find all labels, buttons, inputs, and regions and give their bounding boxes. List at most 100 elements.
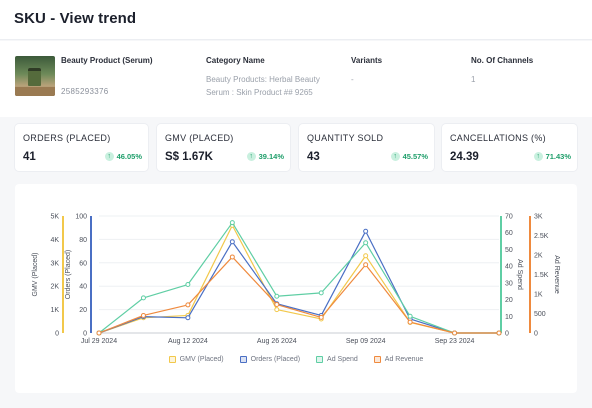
data-point	[229, 254, 235, 260]
data-point	[140, 312, 146, 318]
arrow-up-icon: ↑	[533, 152, 543, 161]
y-tick-label: 1K	[534, 292, 543, 299]
kpi-card-quantity: QUANTITY SOLD 43 ↑ 45.57%	[299, 124, 434, 171]
data-point	[274, 293, 280, 299]
kpi-label: QUANTITY SOLD	[307, 133, 384, 143]
x-tick-label: Sep 09 2024	[346, 338, 386, 345]
kpi-value: S$ 1.67K	[165, 151, 213, 163]
y-tick-label: 20	[505, 297, 513, 304]
data-point	[185, 282, 191, 288]
data-point	[407, 313, 413, 319]
kpi-value: 41	[23, 151, 36, 163]
x-tick-label: Sep 23 2024	[435, 338, 475, 345]
series-line	[98, 256, 499, 334]
product-info-panel: Beauty Product (Serum) 2585293376 Catego…	[0, 41, 592, 117]
kpi-change-value: 71.43%	[545, 152, 571, 161]
y-tick-label: 20	[79, 307, 87, 314]
trend-chart-card: 0 1K 2K 3K 4K 5K GMV (Placed) 0 20 40 60 80 100 Order…	[15, 184, 577, 393]
axis-title: GMV (Placed)	[32, 253, 39, 297]
kpi-label: GMV (PLACED)	[165, 133, 234, 143]
y-tick-label: 40	[505, 264, 513, 271]
y-tick-label: 40	[79, 284, 87, 291]
category-header: Category Name	[206, 56, 265, 65]
y-tick-label: 4K	[50, 237, 59, 244]
x-tick-label: Jul 29 2024	[81, 338, 117, 345]
data-point	[407, 319, 413, 325]
kpi-card-orders: ORDERS (PLACED) 41 ↑ 46.05%	[15, 124, 148, 171]
axis-title: Orders (Placed)	[65, 250, 72, 299]
data-point	[96, 330, 102, 336]
data-point	[318, 290, 324, 296]
y-tick-label: 3K	[534, 214, 543, 221]
data-point	[496, 330, 502, 336]
y-tick-label: 1K	[50, 307, 59, 314]
product-id: 2585293376	[61, 87, 109, 96]
kpi-change: ↑ 39.14%	[246, 152, 284, 161]
y-tick-label: 10	[505, 314, 513, 321]
kpi-change: ↑ 45.57%	[390, 152, 428, 161]
y-tick-label: 0	[534, 331, 538, 338]
kpi-change-value: 39.14%	[258, 152, 284, 161]
y-tick-label: 60	[505, 230, 513, 237]
y-tick-label: 80	[79, 237, 87, 244]
data-point	[185, 302, 191, 308]
legend-label: Ad Revenue	[384, 356, 424, 363]
variants-header: Variants	[351, 56, 383, 65]
y-tick-label: 0	[505, 331, 509, 338]
thumbnail-base	[15, 87, 55, 96]
variants-value: -	[351, 75, 354, 84]
y-tick-label: 70	[505, 214, 513, 221]
kpi-value: 24.39	[450, 151, 479, 163]
channels-value: 1	[471, 75, 476, 84]
jar-icon	[28, 68, 41, 86]
kpi-label: ORDERS (PLACED)	[23, 133, 111, 143]
chart-legend: GMV (Placed) Orders (Placed) Ad Spend Ad…	[15, 356, 577, 363]
data-point	[185, 315, 191, 321]
y-tick-label: 30	[505, 280, 513, 287]
legend-item-ad-spend[interactable]: Ad Spend	[316, 356, 358, 363]
kpi-change: ↑ 71.43%	[533, 152, 571, 161]
arrow-up-icon: ↑	[104, 152, 114, 161]
data-point	[363, 262, 369, 268]
legend-swatch	[239, 356, 247, 363]
kpi-change-value: 46.05%	[116, 152, 142, 161]
y-tick-label: 3K	[50, 260, 59, 267]
y-tick-label: 0	[83, 331, 87, 338]
legend-label: GMV (Placed)	[179, 356, 224, 363]
x-tick-label: Aug 26 2024	[257, 338, 297, 345]
product-name: Beauty Product (Serum)	[61, 56, 153, 65]
y-tick-label: 2K	[50, 284, 59, 291]
legend-item-ad-revenue[interactable]: Ad Revenue	[373, 356, 424, 363]
y-tick-label: 100	[75, 214, 87, 221]
legend-label: Orders (Placed)	[250, 356, 301, 363]
legend-item-gmv[interactable]: GMV (Placed)	[168, 356, 224, 363]
data-point	[452, 330, 458, 336]
axis-title: Ad Spend	[516, 259, 523, 290]
axis-title: Ad Revenue	[553, 255, 560, 294]
channels-header: No. Of Channels	[471, 56, 534, 65]
kpi-change: ↑ 46.05%	[104, 152, 142, 161]
kpi-card-gmv: GMV (PLACED) S$ 1.67K ↑ 39.14%	[157, 124, 290, 171]
header-bar: SKU - View trend	[0, 0, 592, 40]
arrow-up-icon: ↑	[246, 152, 256, 161]
y-tick-label: 5K	[50, 214, 59, 221]
y-tick-label: 50	[505, 247, 513, 254]
legend-item-orders[interactable]: Orders (Placed)	[239, 356, 301, 363]
data-point	[274, 302, 280, 308]
data-point	[318, 314, 324, 320]
kpi-card-cancellations: CANCELLATIONS (%) 24.39 ↑ 71.43%	[442, 124, 577, 171]
y-tick-label: 1.5K	[534, 272, 549, 279]
data-point	[274, 307, 280, 313]
legend-swatch	[316, 356, 324, 363]
x-tick-label: Aug 12 2024	[168, 338, 208, 345]
y-tick-label: 60	[79, 260, 87, 267]
kpi-change-value: 45.57%	[402, 152, 428, 161]
y-tick-label: 2.5K	[534, 233, 549, 240]
y-tick-label: 2K	[534, 253, 543, 260]
series-line	[98, 230, 499, 334]
data-point	[229, 220, 235, 226]
legend-label: Ad Spend	[327, 356, 358, 363]
kpi-value: 43	[307, 151, 320, 163]
